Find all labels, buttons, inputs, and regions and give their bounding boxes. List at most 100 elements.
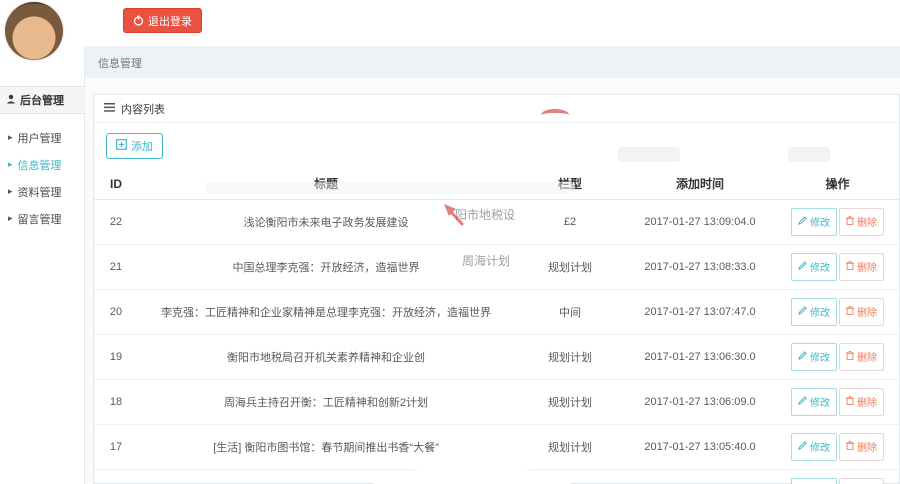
edit-button[interactable]: 修改 [791,297,837,326]
trash-icon [846,350,854,363]
row-actions-cell: 修改 删除 [774,469,900,484]
row-type-cell: £2 [514,199,626,245]
delete-button-label: 删除 [857,398,877,409]
pencil-icon [798,440,807,453]
delete-button[interactable]: 删除 [839,207,884,236]
row-actions-cell: 修改 删除 [774,379,900,425]
pencil-icon [798,350,807,363]
delete-button[interactable]: 删除 [839,297,884,326]
edit-button-label: 修改 [810,218,830,229]
sidebar-section-title: 后台管理 [20,95,64,107]
content-table: ID 标题 栏型 添加时间 操作 22 浅论衡阳市未来电子政务发展建设 £2 2… [94,169,900,484]
edit-button[interactable]: 修改 [791,252,837,281]
add-button[interactable]: 添加 [106,133,163,159]
edit-button[interactable]: 修改 [791,207,837,236]
delete-button[interactable]: 删除 [839,432,884,461]
edit-button-label: 修改 [810,398,830,409]
table-row: 17 [生活] 衡阳市图书馆：春节期间推出书香“大餐” 规划计划 2017-01… [94,424,900,470]
trash-icon [846,440,854,453]
trash-icon [846,305,854,318]
trash-icon [846,215,854,228]
table-row: 22 浅论衡阳市未来电子政务发展建设 £2 2017-01-27 13:09:0… [94,199,900,245]
caret-right-icon: ▸ [8,186,13,196]
row-id-cell: 16 [94,469,138,484]
delete-button[interactable]: 删除 [839,342,884,371]
delete-button[interactable]: 删除 [839,387,884,416]
sidebar-item-信息管理[interactable]: ▸ 信息管理 [0,151,85,178]
row-title-cell: 衡阳市地税局召开机关素养精神和企业创 [138,334,514,380]
sidebar-item-资料管理[interactable]: ▸ 资料管理 [0,178,85,205]
sidebar-item-用户管理[interactable]: ▸ 用户管理 [0,124,85,151]
watermark-smudge [788,147,830,162]
row-actions-cell: 修改 删除 [774,424,900,470]
sidebar: 后台管理 ▸ 用户管理 ▸ 信息管理 ▸ 资料管理 ▸ 留言管理 [0,46,85,484]
power-icon [133,15,144,26]
row-id-cell: 17 [94,424,138,470]
row-title-cell: [生活] 衡阳市图书馆：春节期间推出书香“大餐” [138,424,514,470]
row-actions-cell: 修改 删除 [774,334,900,380]
logout-label: 退出登录 [148,15,192,28]
delete-button[interactable]: 删除 [839,252,884,281]
row-title-cell: 李克强：工匠精神和企业家精神是总理李克强：开放经济，造福世界 [138,289,514,335]
caret-right-icon: ▸ [8,159,13,169]
edit-button[interactable]: 修改 [791,432,837,461]
watermark-smudge [205,182,575,194]
sidebar-item-label: 信息管理 [17,159,62,172]
logout-button[interactable]: 退出登录 [123,8,202,33]
sidebar-section-header[interactable]: 后台管理 [0,86,85,114]
row-id-cell: 20 [94,289,138,335]
breadcrumb: 信息管理 [98,58,142,70]
delete-button-label: 删除 [857,218,877,229]
row-type-cell: 规划计划 [514,334,626,380]
row-title-cell: 周海兵主持召开衡：工匠精神和创新2计划 [138,379,514,425]
plus-square-icon [116,139,127,153]
row-actions-cell: 修改 删除 [774,199,900,245]
edit-button[interactable]: 修改 [791,387,837,416]
row-time-cell: 2017-01-27 13:07:47.0 [626,289,774,335]
table-row: 21 中国总理李克强：开放经济，造福世界 规划计划 2017-01-27 13:… [94,244,900,290]
watermark-text-row22: 阳市地税设 [455,208,516,222]
row-id-cell: 19 [94,334,138,380]
panel-header: 内容列表 [94,95,899,123]
delete-button-label: 删除 [857,308,877,319]
delete-button-label: 删除 [857,353,877,364]
user-avatar[interactable] [5,2,63,60]
white-blob-artifact [372,466,572,484]
delete-button-label: 删除 [857,443,877,454]
row-time-cell: 2017-01-27 13:08:33.0 [626,244,774,290]
row-title-cell: 中国总理李克强：开放经济，造福世界 [138,244,514,290]
edit-button[interactable]: 修改 [791,342,837,371]
column-header-time: 添加时间 [626,169,774,200]
add-button-label: 添加 [131,141,153,153]
caret-right-icon: ▸ [8,132,13,142]
breadcrumb-bar: 信息管理 [85,46,900,78]
edit-button-label: 修改 [810,353,830,364]
row-type-cell: 规划计划 [514,244,626,290]
delete-button[interactable]: 删除 [839,477,884,484]
caret-right-icon: ▸ [8,213,13,223]
admin-person-icon [6,94,16,107]
row-id-cell: 18 [94,379,138,425]
red-arc-mark [541,109,569,121]
row-type-cell: 规划计划 [514,379,626,425]
sidebar-item-留言管理[interactable]: ▸ 留言管理 [0,205,85,232]
row-time-cell: 2017-01-27 13:05:40.0 [626,424,774,470]
edit-button-label: 修改 [810,308,830,319]
edit-button[interactable]: 修改 [791,477,837,484]
hamburger-icon [104,102,115,115]
pencil-icon [798,260,807,273]
sidebar-item-label: 留言管理 [17,213,62,226]
trash-icon [846,260,854,273]
row-type-cell: 规划计划 [514,424,626,470]
panel-title: 内容列表 [121,103,165,116]
row-time-cell: 2017-01-27 13:06:09.0 [626,379,774,425]
edit-button-label: 修改 [810,263,830,274]
row-type-cell: 中间 [514,289,626,335]
pencil-icon [798,395,807,408]
row-title-cell: 浅论衡阳市未来电子政务发展建设 [138,199,514,245]
row-id-cell: 22 [94,199,138,245]
pencil-icon [798,215,807,228]
pencil-icon [798,305,807,318]
delete-button-label: 删除 [857,263,877,274]
row-time-cell: 2017-01-27 13:05:20.0 [626,469,774,484]
